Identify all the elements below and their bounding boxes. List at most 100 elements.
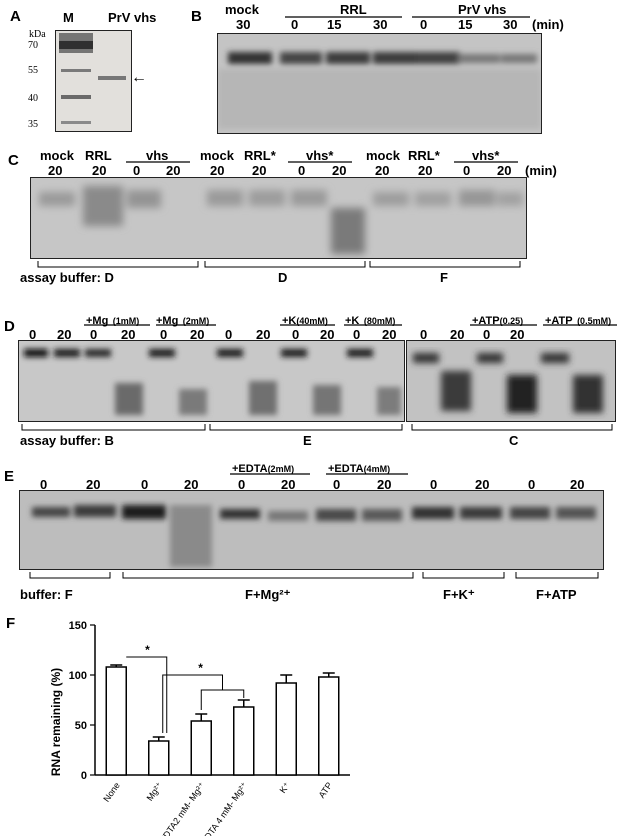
c-band xyxy=(459,190,495,206)
e-cond-conc: (4mM) xyxy=(363,464,391,474)
f-sig-bracket xyxy=(126,656,168,733)
d-time: 20 xyxy=(450,327,465,342)
e-time: 20 xyxy=(570,477,585,492)
b-band xyxy=(326,52,370,64)
f-y-tick-label: 150 xyxy=(69,620,87,632)
b-group-mock: mock xyxy=(225,2,259,17)
d-time: 0 xyxy=(225,327,233,342)
d-cond-name: +ATP xyxy=(472,315,500,327)
d-cond-name: +Mg xyxy=(86,315,109,327)
d-band xyxy=(541,353,569,363)
gel-b-bands xyxy=(218,52,541,129)
f-sig-star: * xyxy=(198,661,203,675)
d-cond-k80: +K (80mM) xyxy=(345,311,395,329)
f-y-tick-label: 50 xyxy=(75,720,87,732)
panel-a-letter: A xyxy=(10,8,21,25)
c-bracket-f xyxy=(369,261,521,268)
e-buffer-mg: F+Mg²⁺ xyxy=(245,587,291,602)
blot-bands xyxy=(59,33,126,124)
b-unit: (min) xyxy=(532,17,564,32)
band-arrow-icon: ← xyxy=(131,69,147,86)
d-time: 20 xyxy=(190,327,205,342)
f-sig-star: * xyxy=(145,643,150,657)
gel-d-left-bands xyxy=(24,349,401,415)
d-cond-mg2: +Mg (2mM) xyxy=(156,311,209,329)
c-time: 20 xyxy=(332,163,347,178)
e-bracket-mg xyxy=(122,572,414,579)
c-group: vhs* xyxy=(306,148,334,163)
d-band xyxy=(347,349,373,357)
d-time: 0 xyxy=(483,327,491,342)
d-band xyxy=(115,383,143,415)
d-time: 0 xyxy=(160,327,168,342)
marker-band-55 xyxy=(61,69,91,72)
e-band xyxy=(510,507,550,519)
marker-band-35 xyxy=(61,121,91,124)
c-time: 20 xyxy=(210,163,225,178)
b-band xyxy=(280,52,322,64)
d-time: 20 xyxy=(320,327,335,342)
d-buffer-label: assay buffer: B xyxy=(20,433,114,448)
marker-70: 70 xyxy=(28,40,38,51)
e-band xyxy=(170,505,212,567)
c-band xyxy=(497,192,523,206)
e-time: 20 xyxy=(184,477,199,492)
c-time: 20 xyxy=(252,163,267,178)
e-time: 0 xyxy=(40,477,48,492)
c-band xyxy=(291,190,327,206)
f-category-labels: None Mg²⁺EDTA2 mM- Mg²⁺EDTA 4 mM- Mg²⁺ K⁺ A… xyxy=(101,780,334,836)
d-time: 0 xyxy=(90,327,98,342)
b-band xyxy=(416,52,460,64)
d-time: 20 xyxy=(121,327,136,342)
c-time: 0 xyxy=(463,163,471,178)
marker-35: 35 xyxy=(28,119,38,130)
c-band xyxy=(373,192,409,206)
panel-e-letter: E xyxy=(4,468,15,485)
f-significance: ** xyxy=(126,643,245,733)
b-time: 30 xyxy=(373,17,388,32)
d-band xyxy=(313,385,341,415)
d-cond-conc: (40mM) xyxy=(296,316,328,326)
c-group: RRL xyxy=(85,148,112,163)
c-time: 0 xyxy=(133,163,141,178)
e-band xyxy=(268,511,308,521)
gel-c-bands xyxy=(39,186,523,254)
d-cond-name: +K xyxy=(345,315,360,327)
gel-d-right-bands xyxy=(413,353,603,413)
e-time: 0 xyxy=(430,477,438,492)
c-band xyxy=(83,186,123,226)
c-band xyxy=(249,190,285,206)
gel-b xyxy=(217,33,542,134)
b-time: 30 xyxy=(503,17,518,32)
e-cond-edta2: +EDTA(2mM) xyxy=(232,459,294,477)
c-group: mock xyxy=(200,148,234,163)
e-cond-edta4: +EDTA(4mM) xyxy=(328,459,390,477)
e-time: 20 xyxy=(281,477,296,492)
f-y-axis-label: RNA remaining (%) xyxy=(49,668,63,776)
c-band xyxy=(207,190,243,206)
c-group: vhs* xyxy=(472,148,500,163)
c-time: 0 xyxy=(298,163,306,178)
d-time: 20 xyxy=(256,327,271,342)
d-cond-mg1: +Mg (1mM) xyxy=(86,311,139,329)
panel-b-letter: B xyxy=(191,8,202,25)
panel-c-letter: C xyxy=(8,152,19,169)
panel-d-letter: D xyxy=(4,318,15,335)
e-buffer-atp: F+ATP xyxy=(536,587,577,602)
f-category-label: None xyxy=(101,780,122,803)
d-band xyxy=(54,349,80,357)
f-category-label: K⁺ xyxy=(278,780,293,795)
b-time: 0 xyxy=(291,17,299,32)
gel-d-right xyxy=(406,340,616,422)
d-band xyxy=(507,375,537,413)
d-band xyxy=(217,349,243,357)
gel-d-left xyxy=(18,340,405,422)
f-bar xyxy=(318,676,340,776)
f-y-tick-label: 0 xyxy=(81,770,87,782)
e-buffer-label: buffer: F xyxy=(20,587,73,602)
d-band xyxy=(281,349,307,357)
d-buffer-brackets xyxy=(21,424,613,431)
e-time: 20 xyxy=(475,477,490,492)
d-time: 0 xyxy=(292,327,300,342)
e-cond-conc: (2mM) xyxy=(267,464,295,474)
